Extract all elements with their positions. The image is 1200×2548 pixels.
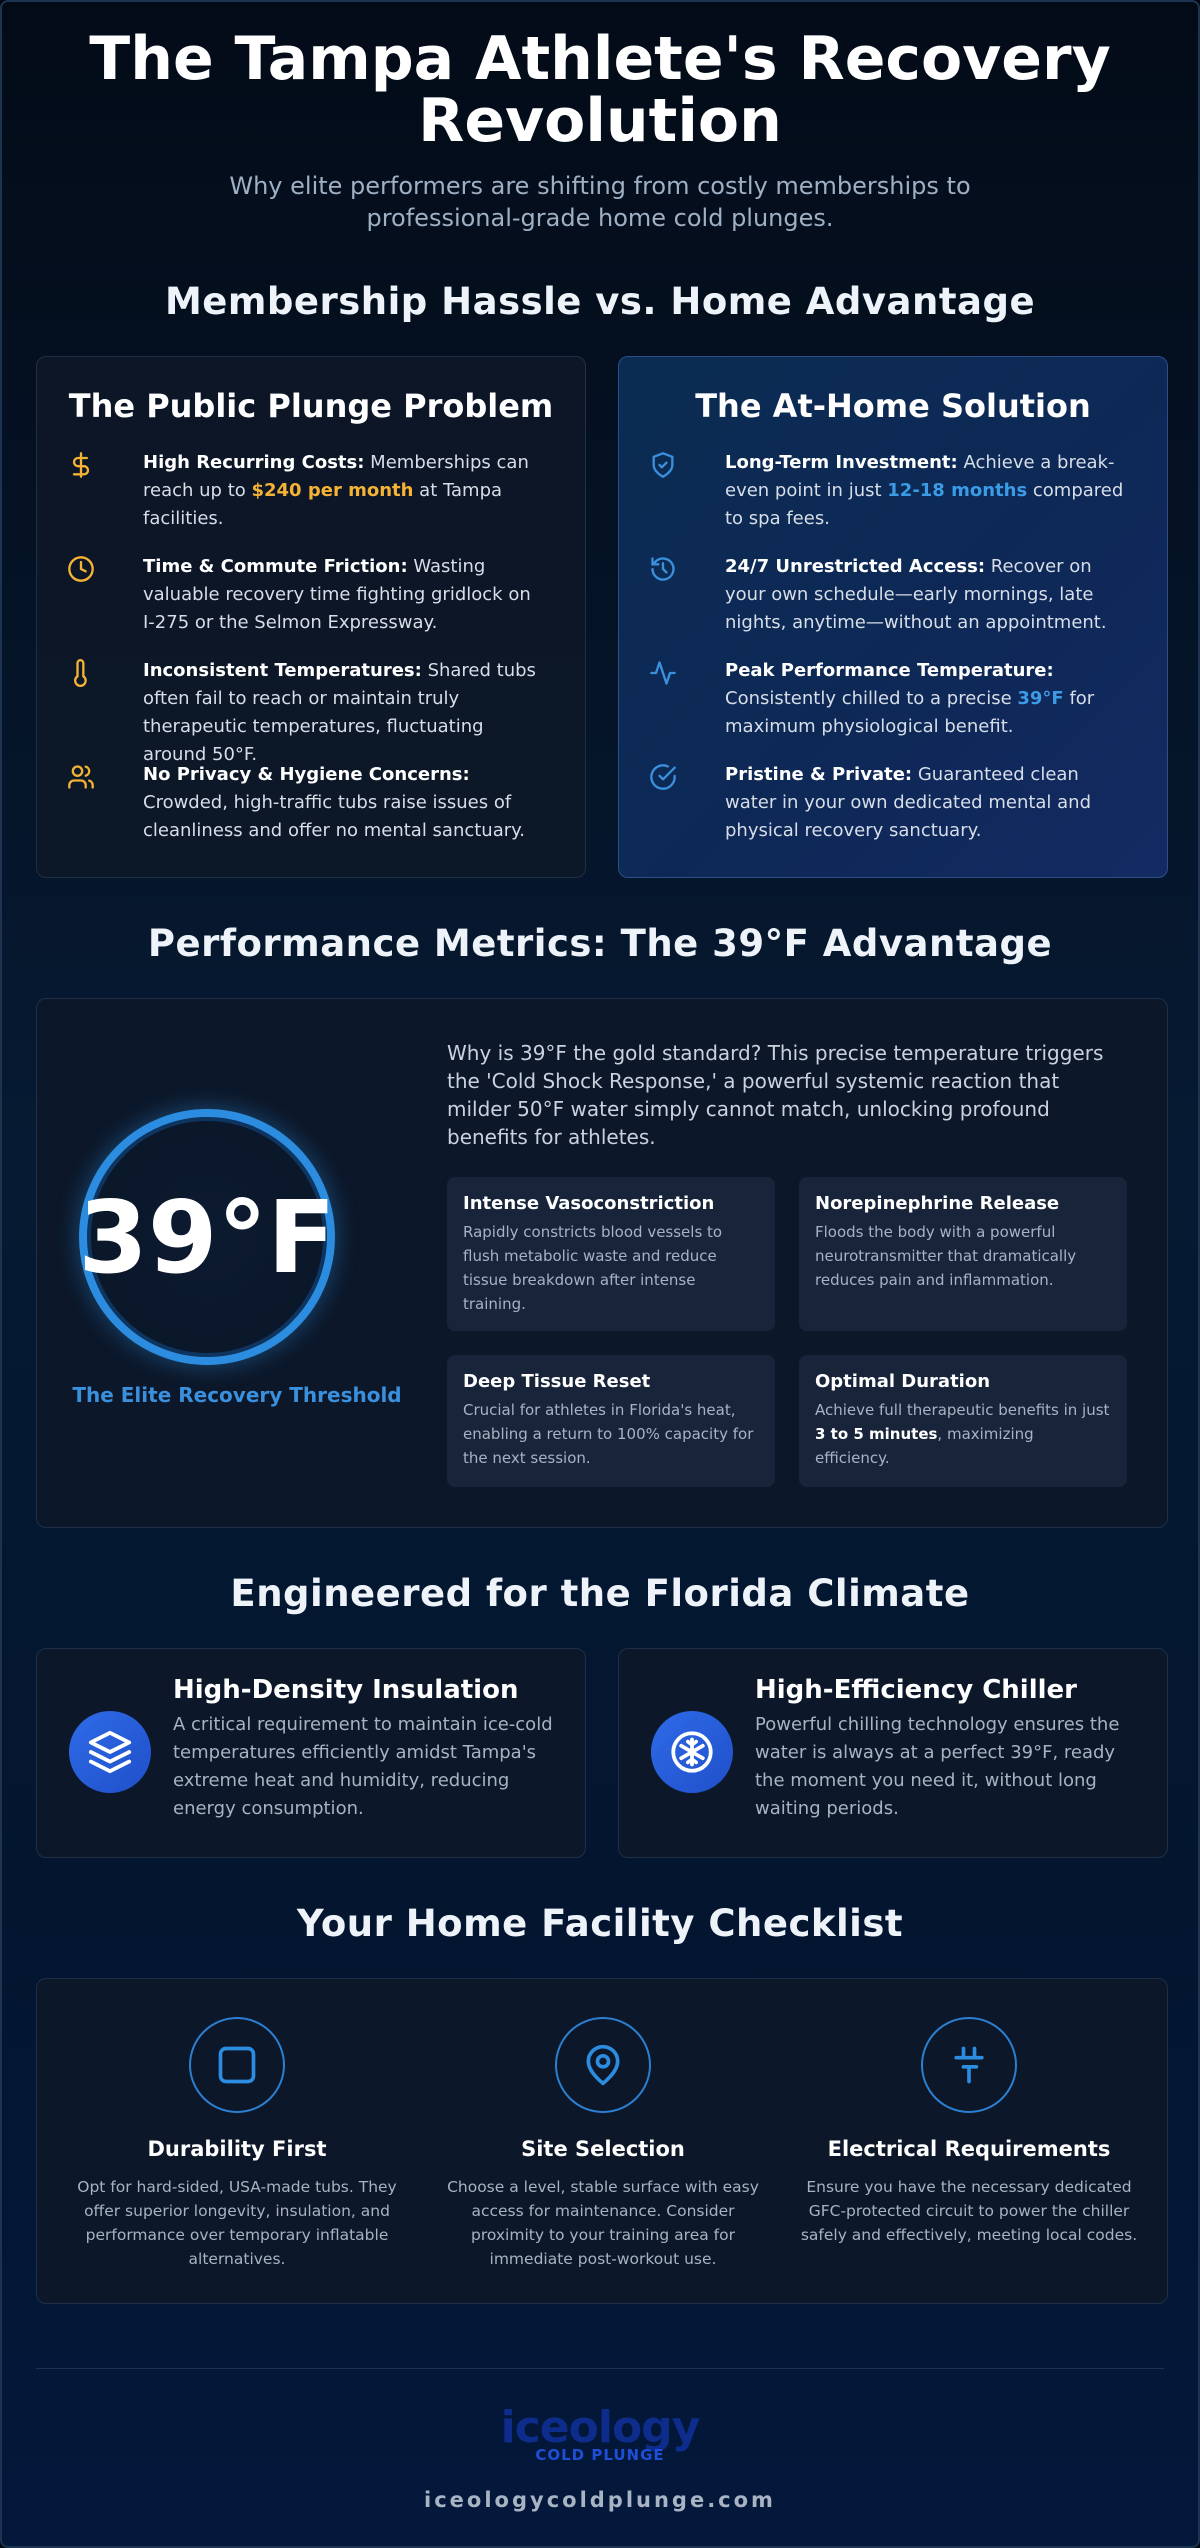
clock-icon	[68, 556, 94, 582]
layers-icon	[69, 1711, 151, 1793]
square-icon	[189, 2017, 285, 2113]
checklist-item-title: Durability First	[147, 2137, 327, 2161]
benefit-card-duration: Optimal Duration Achieve full therapeuti…	[799, 1355, 1127, 1487]
public-item-costs: High Recurring Costs: Memberships can re…	[67, 449, 545, 533]
logo-wordmark: iceology	[500, 2402, 701, 2453]
dollar-icon	[72, 452, 90, 478]
page-subtitle: Why elite performers are shifting from c…	[229, 172, 971, 232]
page-title-line-2: Revolution	[418, 86, 782, 156]
metrics-card: 39°F The Elite Recovery Threshold Why is…	[36, 998, 1168, 1528]
temperature-value: 39°F	[78, 1178, 336, 1296]
metrics-intro: Why is 39°F the gold standard? This prec…	[447, 1041, 1104, 1149]
checklist-section-title: Your Home Facility Checklist	[296, 1902, 904, 1945]
checklist-item-title: Site Selection	[521, 2137, 685, 2161]
checklist-item-text: Choose a level, stable surface with easy…	[447, 2178, 759, 2268]
insulation-title: High-Density Insulation	[173, 1675, 519, 1705]
logo-subtitle: COLD PLUNGE	[535, 2446, 665, 2464]
public-plunge-card: The Public Plunge Problem High Recurring…	[36, 356, 586, 878]
checklist-item-text: Ensure you have the necessary dedicated …	[800, 2178, 1138, 2244]
users-icon	[68, 765, 94, 789]
website-url[interactable]: iceologycoldplunge.com	[424, 2488, 776, 2512]
page-title-line-1: The Tampa Athlete's Recovery	[89, 24, 1111, 94]
page-title: The Tampa Athlete's Recovery Revolution	[2, 28, 1198, 152]
temperature-caption: The Elite Recovery Threshold	[72, 1383, 402, 1407]
home-item-private: Pristine & Private: Guaranteed clean wat…	[649, 761, 1127, 845]
home-item-investment: Long-Term Investment: Achieve a break-ev…	[649, 449, 1127, 533]
home-solution-card: The At-Home Solution Long-Term Investmen…	[618, 356, 1168, 878]
temp-highlight: 39°F	[1017, 688, 1064, 709]
breakeven-highlight: 12-18 months	[887, 480, 1028, 501]
chiller-text: Powerful chilling technology ensures the…	[755, 1714, 1120, 1819]
chiller-card: High-Efficiency Chiller Powerful chillin…	[618, 1648, 1168, 1858]
checklist-item-electrical: Electrical Requirements Ensure you have …	[799, 2017, 1139, 2247]
benefit-card-vasoconstriction: Intense Vasoconstriction Rapidly constri…	[447, 1177, 775, 1331]
snowflake-gear-icon	[651, 1711, 733, 1793]
map-pin-icon	[555, 2017, 651, 2113]
chiller-title: High-Efficiency Chiller	[755, 1675, 1078, 1705]
home-item-access: 24/7 Unrestricted Access: Recover on you…	[649, 553, 1127, 637]
brand-logo: iceology COLD PLUNGE	[2, 2402, 1198, 2465]
checklist-card: Durability First Opt for hard-sided, USA…	[36, 1978, 1168, 2304]
check-circle-icon	[650, 764, 676, 790]
public-item-commute: Time & Commute Friction: Wasting valuabl…	[67, 553, 545, 637]
public-item-temperature: Inconsistent Temperatures: Shared tubs o…	[67, 657, 545, 769]
plug-icon	[921, 2017, 1017, 2113]
checklist-item-text: Opt for hard-sided, USA-made tubs. They …	[77, 2178, 397, 2268]
benefit-card-norepinephrine: Norepinephrine Release Floods the body w…	[799, 1177, 1127, 1331]
comparison-section-title: Membership Hassle vs. Home Advantage	[164, 280, 1036, 323]
history-icon	[651, 557, 675, 581]
insulation-text: A critical requirement to maintain ice-c…	[173, 1714, 553, 1819]
home-item-temperature: Peak Performance Temperature: Consistent…	[649, 657, 1127, 741]
footer-divider	[36, 2368, 1164, 2369]
thermometer-icon	[74, 659, 87, 687]
metrics-section-title: Performance Metrics: The 39°F Advantage	[147, 922, 1053, 965]
insulation-card: High-Density Insulation A critical requi…	[36, 1648, 586, 1858]
benefit-card-tissue-reset: Deep Tissue Reset Crucial for athletes i…	[447, 1355, 775, 1487]
cost-highlight: $240 per month	[251, 480, 414, 501]
shield-check-icon	[652, 452, 674, 478]
pulse-icon	[650, 661, 676, 685]
climate-section-title: Engineered for the Florida Climate	[230, 1572, 970, 1615]
checklist-item-title: Electrical Requirements	[827, 2137, 1111, 2161]
public-item-privacy: No Privacy & Hygiene Concerns: Crowded, …	[67, 761, 545, 845]
checklist-item-durability: Durability First Opt for hard-sided, USA…	[67, 2017, 407, 2271]
temperature-circle: 39°F	[78, 1109, 336, 1365]
home-solution-title: The At-Home Solution	[695, 387, 1091, 425]
checklist-item-site: Site Selection Choose a level, stable su…	[433, 2017, 773, 2271]
public-plunge-title: The Public Plunge Problem	[68, 387, 554, 425]
